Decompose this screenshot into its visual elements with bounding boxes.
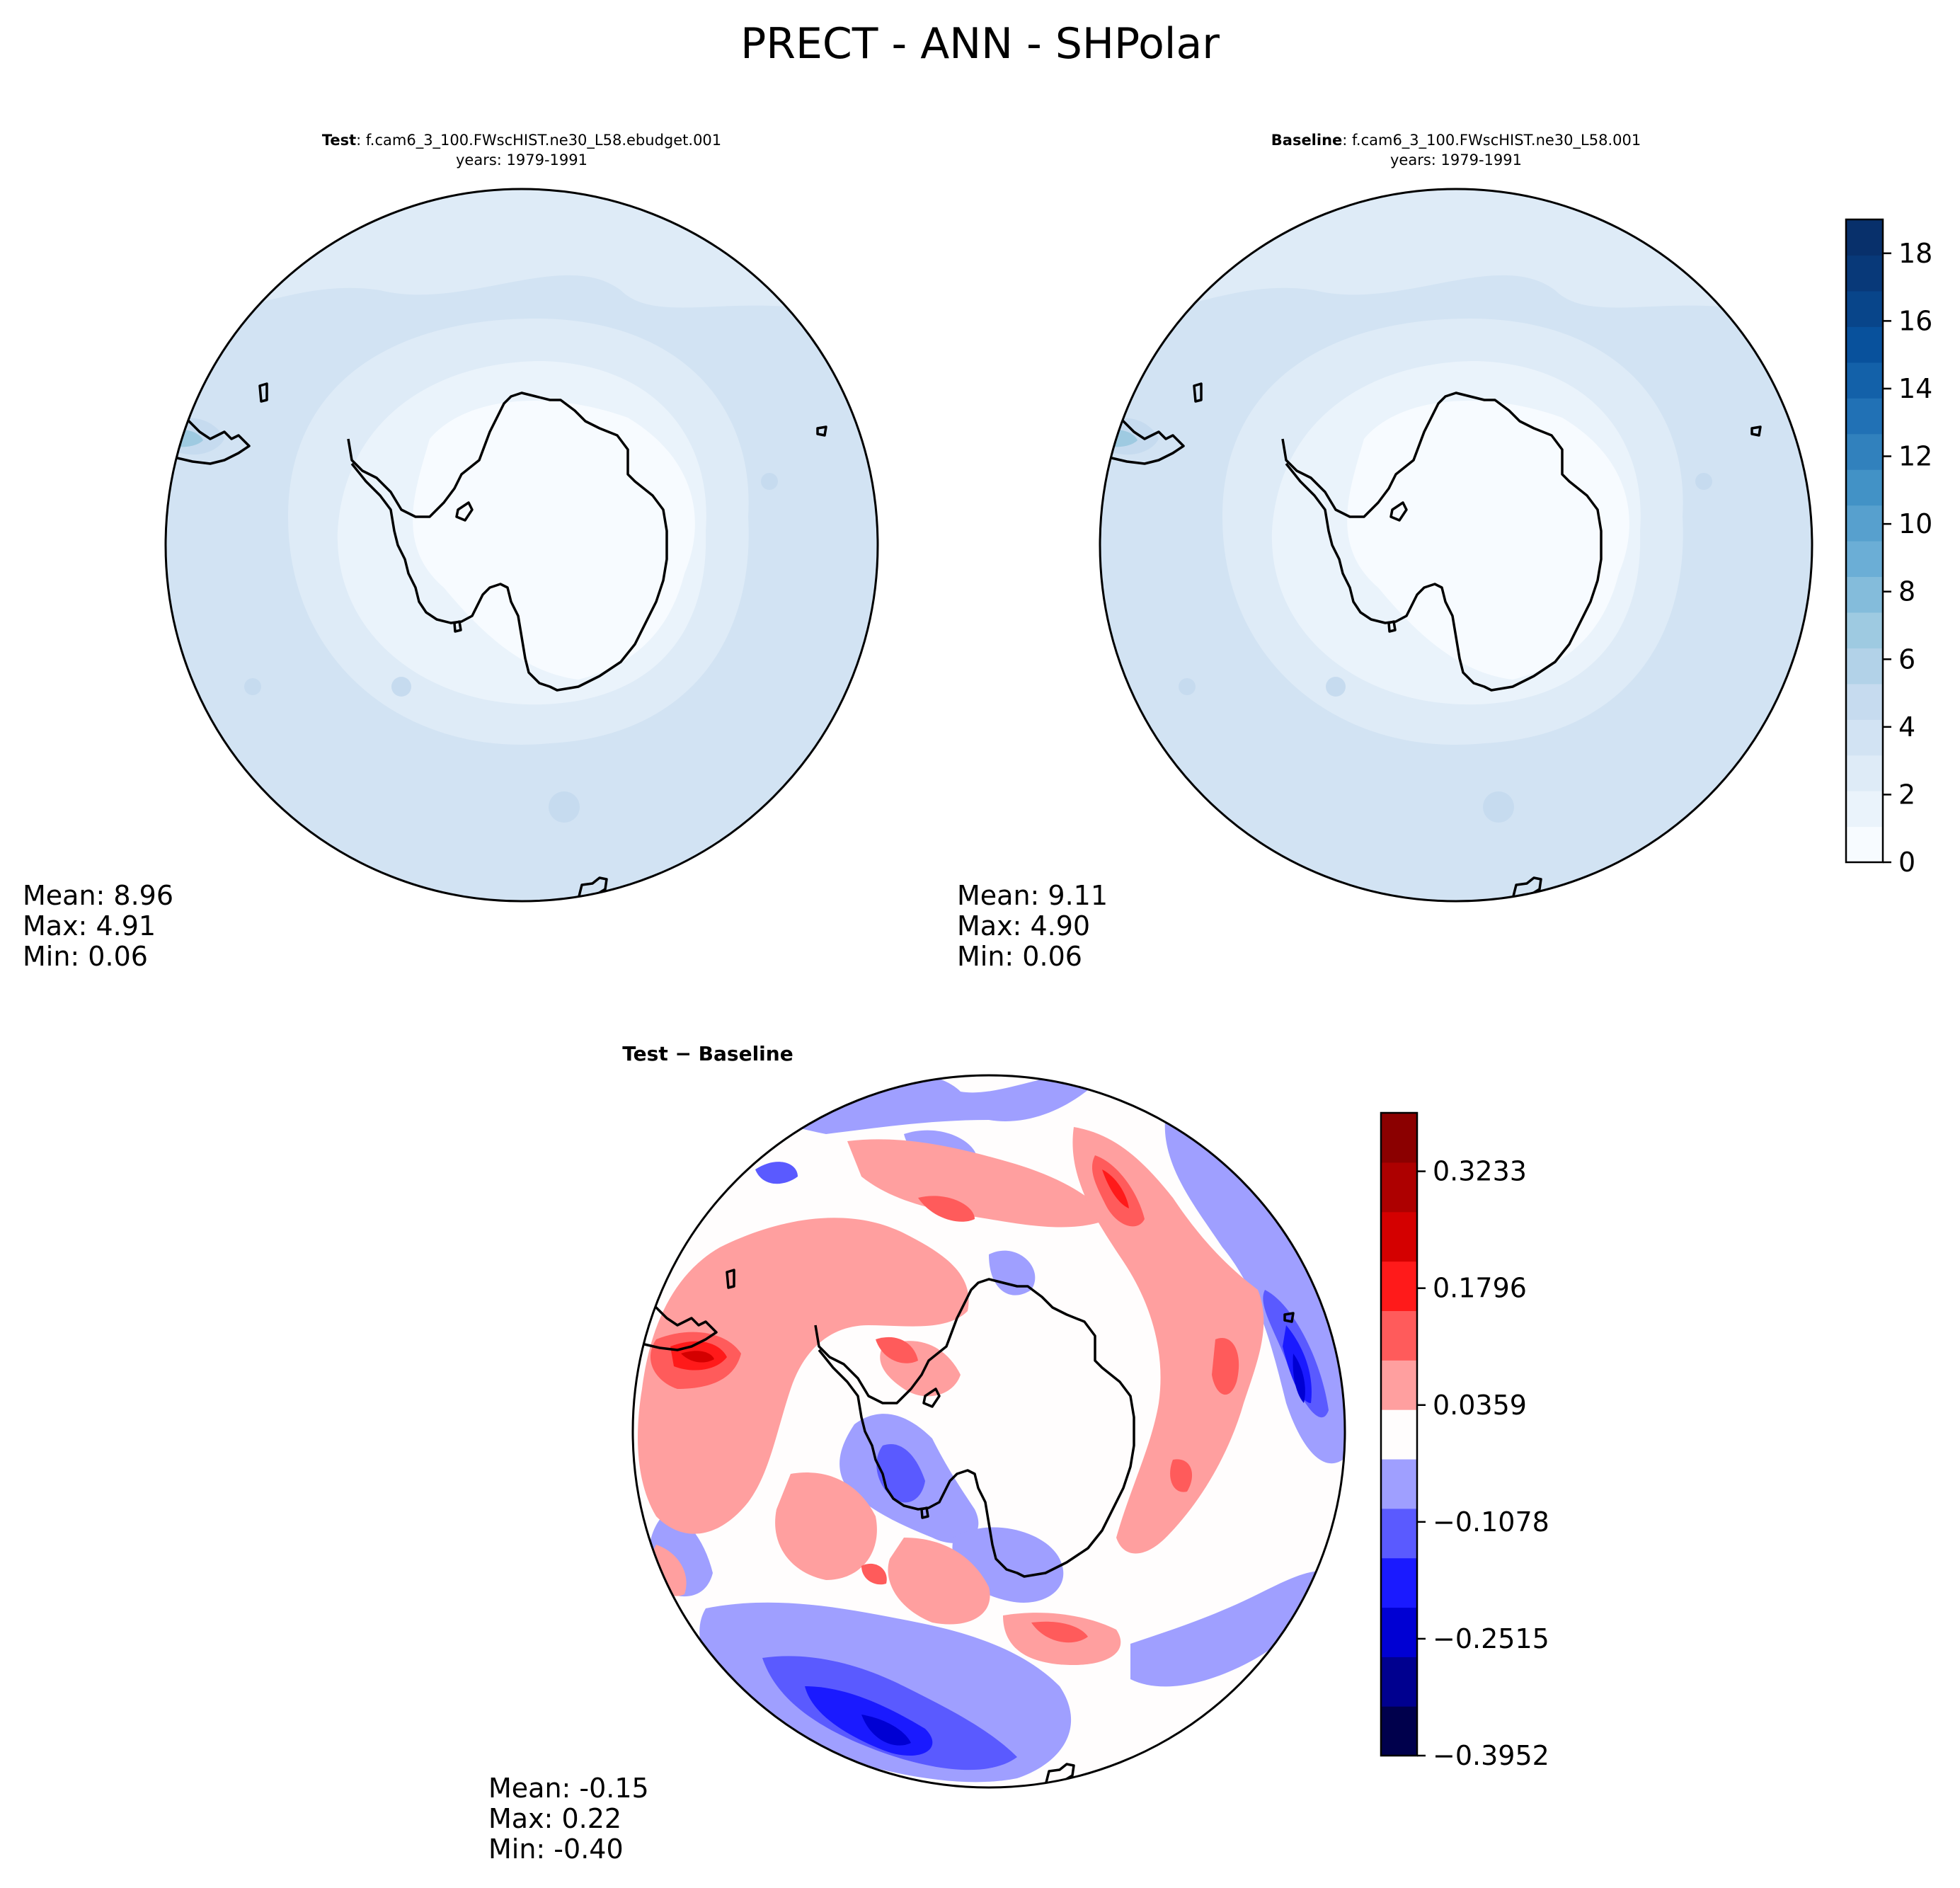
colorbar-precip-tick-label: 8 — [1898, 576, 1915, 607]
colorbar-difference-segment — [1381, 1162, 1417, 1213]
test-label-bold: Test — [322, 132, 356, 149]
colorbar-precip-segment — [1846, 612, 1883, 648]
colorbar-precip-tick-label: 10 — [1898, 508, 1932, 539]
colorbar-difference-segment — [1381, 1360, 1417, 1410]
colorbar-precip: 0 2 4 6 8 10 12 14 16 18 — [1845, 218, 1932, 878]
colorbar-precip-segment — [1846, 255, 1883, 292]
colorbar-difference-segment — [1381, 1211, 1417, 1262]
colorbar-precip-segment — [1846, 683, 1883, 720]
colorbar-precip-tick-label: 6 — [1898, 643, 1915, 675]
colorbar-difference-tick-label: −0.2515 — [1433, 1623, 1549, 1654]
panel-baseline: Baseline: f.cam6_3_100.FWscHIST.ne30_L58… — [957, 132, 1813, 972]
diff-max: Max: 0.22 — [488, 1803, 621, 1834]
colorbar-difference-segment — [1381, 1508, 1417, 1559]
colorbar-precip-segment — [1846, 326, 1883, 363]
baseline-min: Min: 0.06 — [957, 941, 1082, 972]
test-mean: Mean: 8.96 — [23, 880, 173, 911]
diff-min: Min: -0.40 — [488, 1833, 624, 1865]
colorbar-difference-tick-label: 0.3233 — [1433, 1156, 1527, 1187]
diff-label-rest: − Baseline — [668, 1042, 793, 1065]
colorbar-precip-tick-label: 2 — [1898, 779, 1915, 810]
colorbar-precip-tick-label: 18 — [1898, 238, 1932, 269]
colorbar-difference-tick-label: 0.0359 — [1433, 1390, 1527, 1421]
colorbar-difference-segment — [1381, 1310, 1417, 1361]
colorbar-precip-segment — [1846, 362, 1883, 399]
baseline-label-bold: Baseline — [1271, 132, 1343, 149]
colorbar-precip-tick-label: 4 — [1898, 711, 1915, 743]
colorbar-precip-segment — [1846, 719, 1883, 756]
baseline-label-rest: : f.cam6_3_100.FWscHIST.ne30_L58.001 — [1342, 132, 1641, 149]
colorbar-difference: −0.3952 −0.2515 −0.1078 0.0359 0.1796 0.3233 — [1380, 1111, 1549, 1771]
colorbar-precip-segment — [1846, 826, 1883, 863]
colorbar-difference-segment — [1381, 1458, 1417, 1509]
test-years: years: 1979-1991 — [456, 151, 588, 168]
colorbar-difference-segment — [1381, 1113, 1417, 1163]
colorbar-difference-segment — [1381, 1557, 1417, 1608]
diff-mean: Mean: -0.15 — [488, 1773, 649, 1804]
baseline-map — [1100, 189, 1812, 901]
colorbar-precip-segment — [1846, 469, 1883, 506]
colorbar-difference-segment — [1381, 1261, 1417, 1311]
baseline-years: years: 1979-1991 — [1390, 151, 1522, 168]
colorbar-precip-tick-label: 0 — [1898, 847, 1915, 878]
colorbar-precip-segment — [1846, 219, 1883, 256]
colorbar-difference-segment — [1381, 1657, 1417, 1707]
colorbar-precip-tick-label: 12 — [1898, 441, 1932, 472]
colorbar-precip-frame — [1845, 218, 1884, 864]
colorbar-precip-segment — [1846, 290, 1883, 327]
panel-test: Test: f.cam6_3_100.FWscHIST.ne30_L58.ebu… — [23, 132, 879, 972]
test-max: Max: 4.91 — [23, 910, 156, 942]
colorbar-precip-tick-label: 14 — [1898, 373, 1932, 404]
panel-difference: Test − Baseline Mean: -0.15 Max: 0.22 Mi… — [488, 1042, 1346, 1865]
baseline-panel-title: Baseline: f.cam6_3_100.FWscHIST.ne30_L58… — [1271, 132, 1641, 149]
colorbar-difference-tick-label: −0.1078 — [1433, 1506, 1549, 1538]
baseline-mean: Mean: 9.11 — [957, 880, 1108, 911]
colorbar-difference-segment — [1381, 1409, 1417, 1460]
colorbar-difference-segment — [1381, 1706, 1417, 1756]
colorbar-precip-segment — [1846, 505, 1883, 542]
colorbar-difference-tick-label: 0.1796 — [1433, 1273, 1527, 1304]
test-map-boundary — [164, 188, 879, 903]
difference-map — [633, 1075, 1345, 1787]
figure-title: PRECT - ANN - SHPolar — [740, 19, 1220, 69]
colorbar-precip-segment — [1846, 648, 1883, 685]
test-label-rest: : f.cam6_3_100.FWscHIST.ne30_L58.ebudget… — [356, 132, 721, 149]
diff-panel-title: Test − Baseline — [622, 1042, 793, 1065]
colorbar-precip-segment — [1846, 433, 1883, 470]
diff-label-bold: Test — [622, 1042, 667, 1065]
colorbar-difference-segment — [1381, 1607, 1417, 1657]
colorbar-precip-tick-label: 16 — [1898, 305, 1932, 336]
colorbar-difference-tick-label: −0.3952 — [1433, 1740, 1549, 1771]
baseline-max: Max: 4.90 — [957, 910, 1090, 942]
test-panel-title: Test: f.cam6_3_100.FWscHIST.ne30_L58.ebu… — [322, 132, 721, 149]
test-map — [166, 189, 878, 901]
colorbar-precip-segment — [1846, 755, 1883, 791]
colorbar-precip-segment — [1846, 576, 1883, 613]
difference-map-boundary — [631, 1074, 1346, 1789]
colorbar-precip-segment — [1846, 398, 1883, 435]
test-min: Min: 0.06 — [23, 941, 148, 972]
colorbar-difference-frame — [1380, 1111, 1419, 1757]
colorbar-precip-segment — [1846, 541, 1883, 578]
colorbar-precip-segment — [1846, 791, 1883, 828]
baseline-map-boundary — [1099, 188, 1813, 903]
